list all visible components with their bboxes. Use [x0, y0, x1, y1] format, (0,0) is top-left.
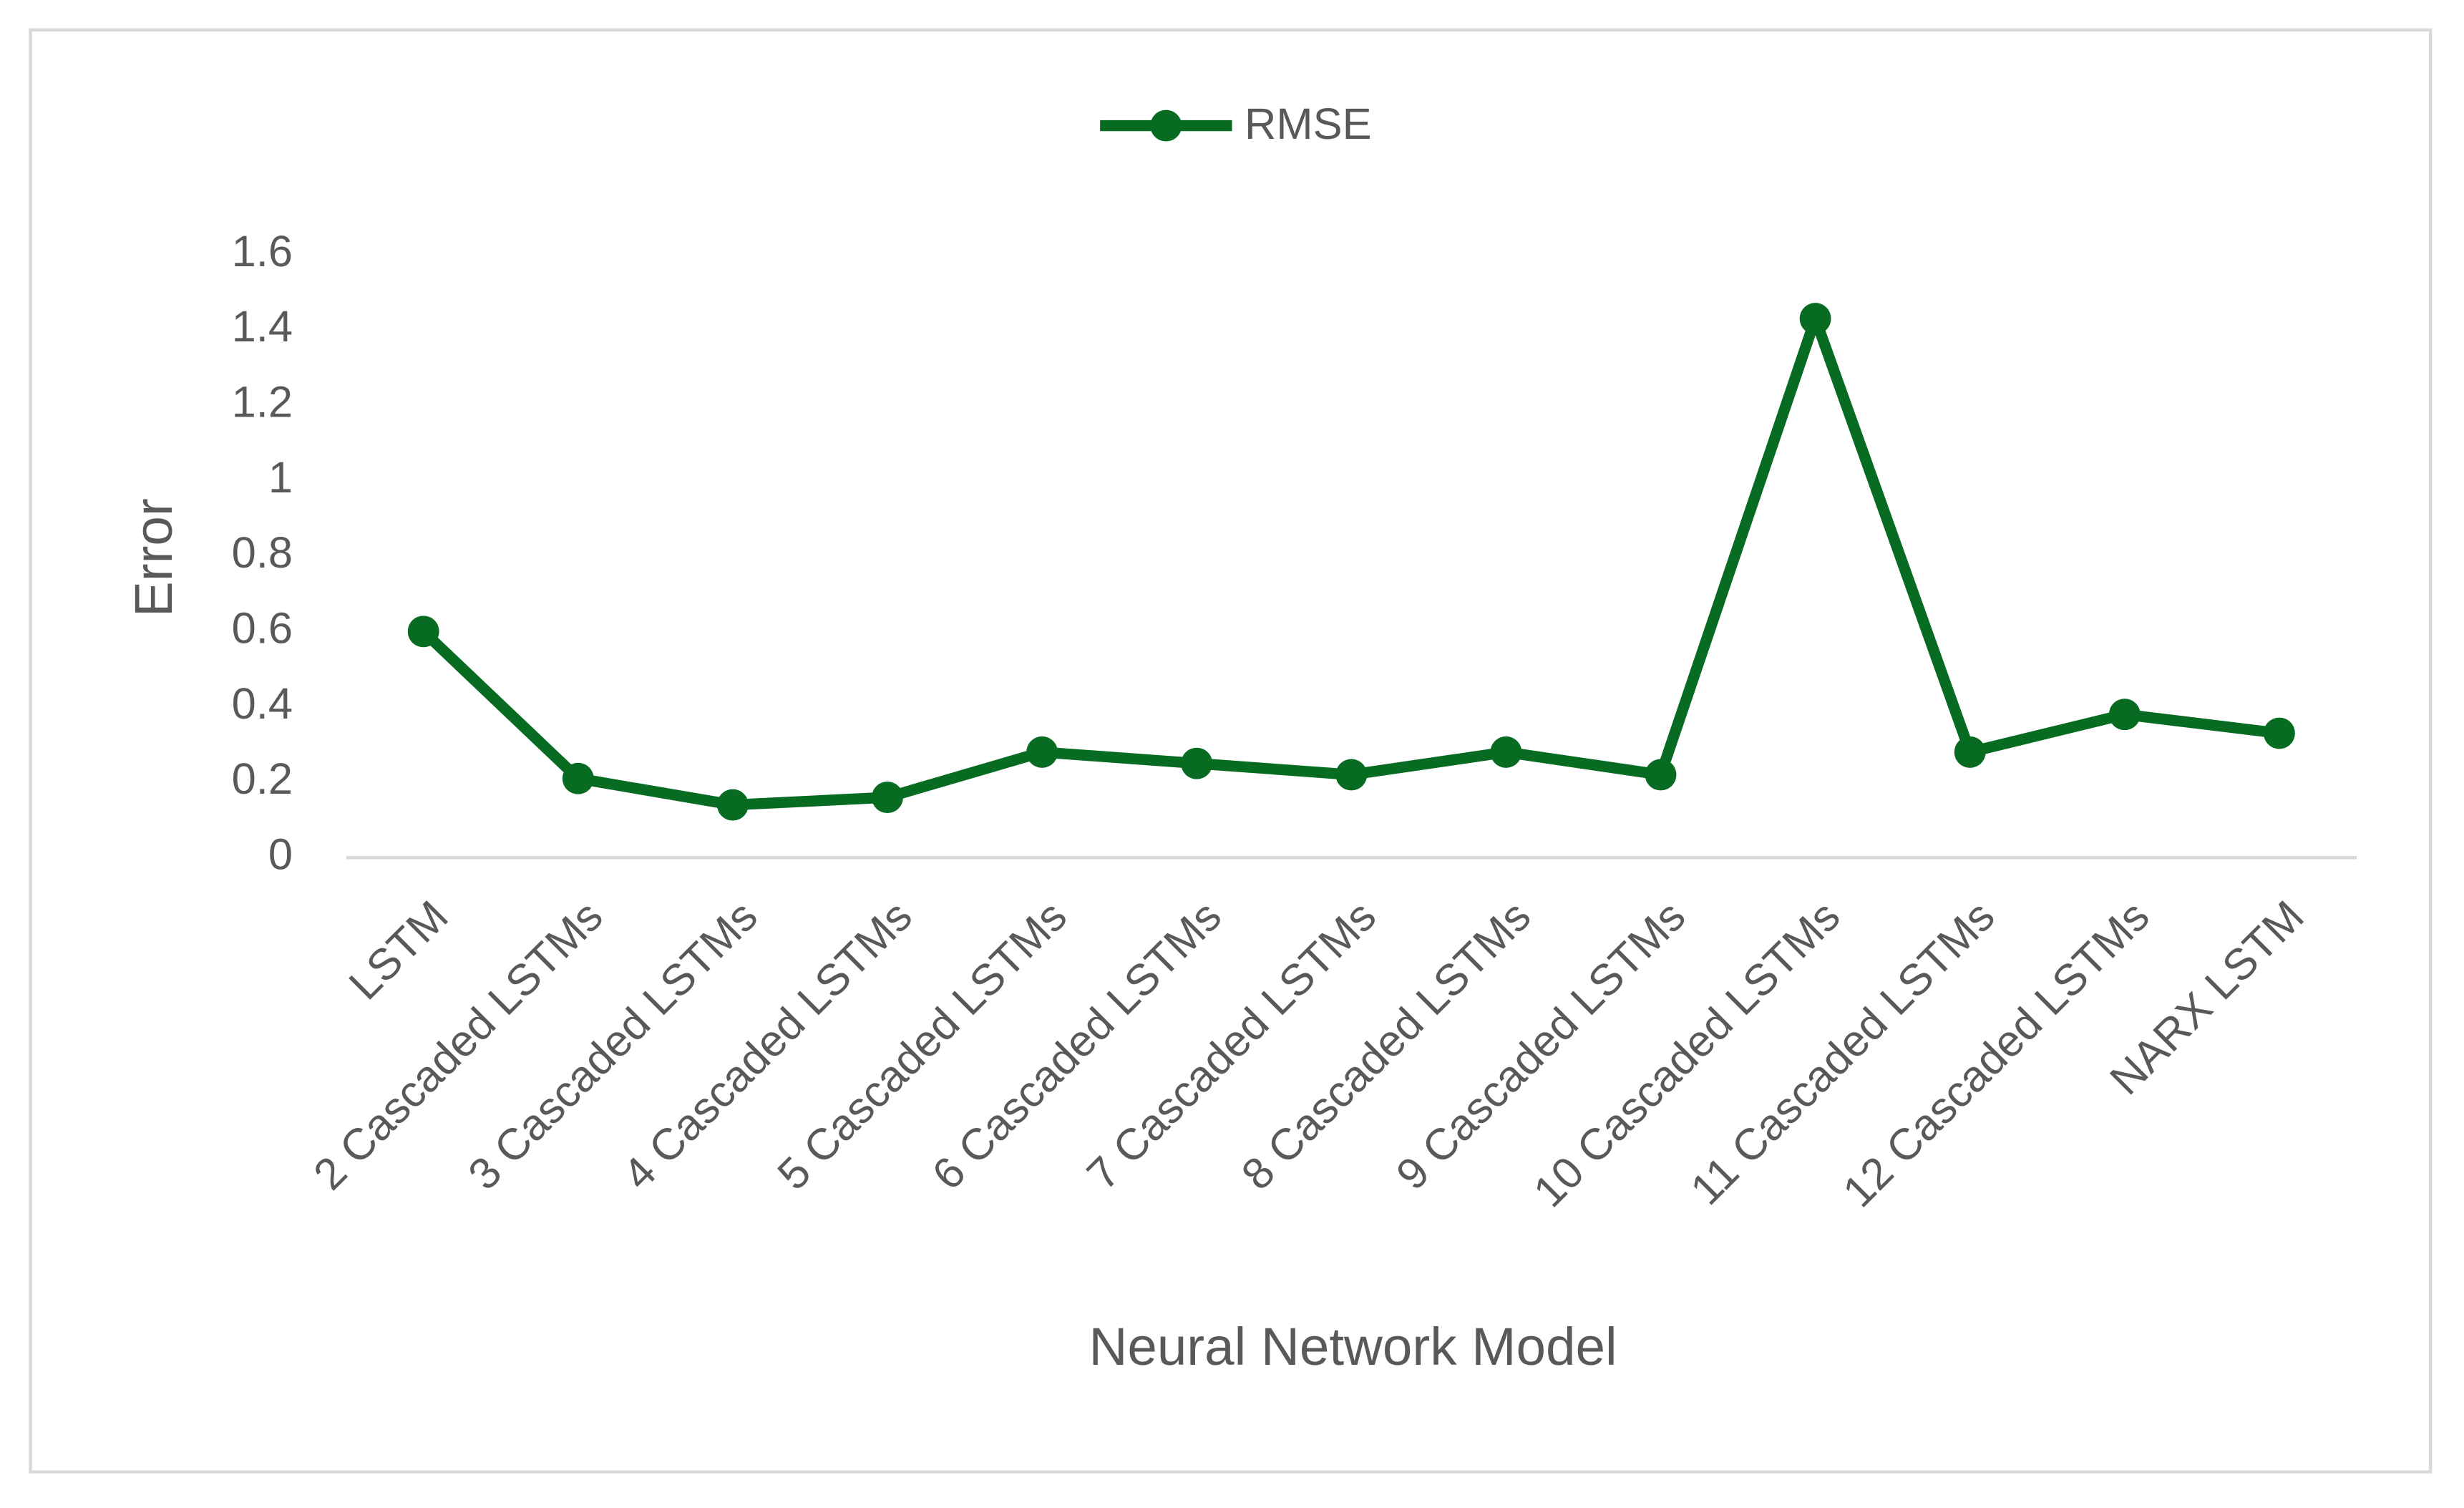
legend-marker [1150, 110, 1182, 142]
data-point [1799, 303, 1831, 335]
data-point [1954, 736, 1986, 768]
data-point [1181, 747, 1213, 779]
y-tick-label: 0.8 [232, 528, 293, 578]
y-tick-label: 1 [268, 453, 293, 502]
y-tick-label: 1.4 [232, 302, 293, 351]
data-point [872, 782, 903, 814]
data-point [1490, 736, 1522, 768]
data-point [1026, 736, 1058, 768]
y-tick-label: 1.6 [232, 227, 293, 276]
data-point [1645, 759, 1677, 791]
data-point [2108, 699, 2141, 731]
x-axis-title: Neural Network Model [1089, 1316, 1617, 1376]
data-point [1335, 759, 1368, 791]
y-tick-label: 0.4 [232, 679, 293, 729]
chart-border [29, 28, 2433, 1474]
data-point [2263, 717, 2295, 749]
data-point [716, 789, 749, 821]
data-point [562, 762, 594, 794]
y-axis-title: Error [123, 498, 183, 617]
legend-label: RMSE [1245, 99, 1372, 149]
data-point [407, 616, 439, 648]
y-tick-label: 1.2 [232, 377, 293, 427]
y-tick-label: 0.2 [232, 754, 293, 804]
y-tick-label: 0 [268, 830, 293, 880]
y-tick-label: 0.6 [232, 604, 293, 653]
